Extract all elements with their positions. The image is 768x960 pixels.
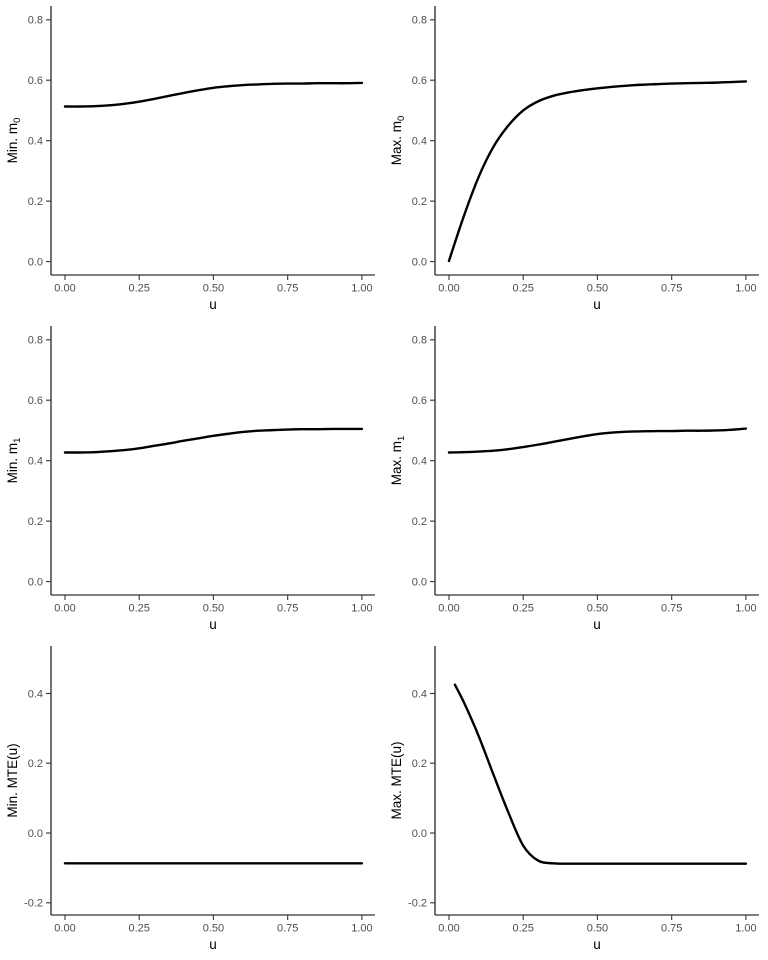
axis-lines (50, 326, 375, 596)
y-tick-label: 0.0 (412, 828, 427, 840)
x-tick-label: 0.50 (587, 603, 608, 615)
y-tick-label: 0.8 (28, 15, 43, 27)
x-tick-label: 1.00 (735, 283, 756, 295)
y-tick-label: 0.4 (28, 136, 43, 148)
y-tick-label: 0.8 (412, 335, 427, 347)
y-tick-label: 0.2 (28, 196, 43, 208)
x-tick-label: 0.50 (587, 283, 608, 295)
y-tick-label: 0.2 (28, 516, 43, 528)
y-axis-title: Min. m0 (5, 118, 23, 164)
data-curve (447, 80, 748, 263)
axis-lines (50, 6, 375, 276)
axis-lines (434, 326, 759, 596)
x-tick-label: 0.75 (277, 283, 298, 295)
axis-lines (50, 646, 375, 916)
data-curve (447, 427, 748, 454)
x-tick-label: 0.75 (661, 283, 682, 295)
x-axis-title: u (593, 937, 601, 952)
x-axis-title: u (593, 617, 601, 632)
data-curve (63, 81, 364, 108)
max-m1-chart: 0.0 0.2 0.4 0.6 0.8 0.00 0.25 0.50 0.75 1.00 u Max.… (389, 326, 759, 632)
x-tick-label: 0.75 (277, 923, 298, 935)
x-tick-label: 0.50 (587, 923, 608, 935)
y-tick-label: 0.6 (28, 395, 43, 407)
x-tick-label: 0.75 (661, 603, 682, 615)
x-tick-label: 1.00 (735, 923, 756, 935)
x-tick-label: 1.00 (735, 603, 756, 615)
x-tick-label: 1.00 (351, 283, 372, 295)
x-tick-label: 0.75 (661, 923, 682, 935)
panel-min-m1: 0.0 0.2 0.4 0.6 0.8 0.00 0.25 0.50 0.75 1.00 u Min.… (0, 320, 384, 640)
data-curve (453, 683, 748, 865)
x-axis-title: u (209, 617, 217, 632)
y-tick-label: 0.0 (28, 256, 43, 268)
x-axis-title: u (593, 297, 601, 312)
x-tick-label: 0.75 (277, 603, 298, 615)
panel-max-m1: 0.0 0.2 0.4 0.6 0.8 0.00 0.25 0.50 0.75 1.00 u Max.… (384, 320, 768, 640)
x-tick-label: 0.50 (203, 283, 224, 295)
y-tick-label: 0.4 (412, 456, 427, 468)
x-tick-label: 0.00 (438, 283, 459, 295)
y-tick-label: 0.2 (412, 516, 427, 528)
min-m1-chart: 0.0 0.2 0.4 0.6 0.8 0.00 0.25 0.50 0.75 1.00 u Min.… (5, 326, 375, 632)
x-tick-label: 0.00 (438, 603, 459, 615)
axis-lines (434, 6, 759, 276)
panel-min-mte: -0.2 0.0 0.2 0.4 0.00 0.25 0.50 0.75 1.00 u Min. M… (0, 640, 384, 960)
y-tick-label: 0.0 (28, 828, 43, 840)
data-curve (63, 427, 364, 454)
x-tick-label: 0.25 (128, 283, 149, 295)
y-tick-label: 0.8 (412, 15, 427, 27)
y-tick-label: 0.2 (28, 758, 43, 770)
y-axis-title: Max. m0 (389, 116, 407, 166)
panel-min-m0: 0.0 0.2 0.4 0.6 0.8 0.00 0.25 0.50 0.75 1.00 u Min.… (0, 0, 384, 320)
x-tick-label: 0.00 (54, 603, 75, 615)
y-axis-title: Max. m1 (389, 436, 407, 486)
y-axis-title: Max. MTE(u) (389, 741, 404, 819)
y-tick-label: 0.0 (412, 576, 427, 588)
x-tick-label: 0.50 (203, 923, 224, 935)
x-tick-label: 0.00 (54, 283, 75, 295)
axis-lines (434, 646, 759, 916)
x-tick-label: 0.00 (438, 923, 459, 935)
x-tick-label: 0.50 (203, 603, 224, 615)
panel-max-m0: 0.0 0.2 0.4 0.6 0.8 0.00 0.25 0.50 0.75 1.00 u Max.… (384, 0, 768, 320)
x-tick-label: 0.00 (54, 923, 75, 935)
x-tick-label: 1.00 (351, 923, 372, 935)
y-tick-label: -0.2 (24, 898, 43, 910)
y-tick-label: 0.2 (412, 758, 427, 770)
y-tick-label: 0.4 (28, 688, 43, 700)
y-tick-label: 0.4 (28, 456, 43, 468)
y-tick-label: 0.0 (28, 576, 43, 588)
x-axis-title: u (209, 937, 217, 952)
y-tick-label: 0.4 (412, 136, 427, 148)
panel-max-mte: -0.2 0.0 0.2 0.4 0.00 0.25 0.50 0.75 1.00 u Max. M… (384, 640, 768, 960)
y-axis-title: Min. m1 (5, 438, 23, 484)
y-tick-label: 0.6 (412, 395, 427, 407)
max-m0-chart: 0.0 0.2 0.4 0.6 0.8 0.00 0.25 0.50 0.75 1.00 u Max.… (389, 6, 759, 312)
y-tick-label: 0.8 (28, 335, 43, 347)
y-tick-label: 0.2 (412, 196, 427, 208)
y-tick-label: 0.6 (28, 75, 43, 87)
min-mte-chart: -0.2 0.0 0.2 0.4 0.00 0.25 0.50 0.75 1.00 u Min. M… (5, 646, 375, 952)
y-tick-label: 0.6 (412, 75, 427, 87)
x-tick-label: 1.00 (351, 603, 372, 615)
x-tick-label: 0.25 (512, 283, 533, 295)
y-tick-label: -0.2 (408, 898, 427, 910)
x-tick-label: 0.25 (128, 923, 149, 935)
x-tick-label: 0.25 (512, 923, 533, 935)
y-tick-label: 0.0 (412, 256, 427, 268)
min-m0-chart: 0.0 0.2 0.4 0.6 0.8 0.00 0.25 0.50 0.75 1.00 u Min.… (5, 6, 375, 312)
y-axis-title: Min. MTE(u) (5, 743, 20, 817)
y-tick-label: 0.4 (412, 688, 427, 700)
x-tick-label: 0.25 (512, 603, 533, 615)
x-axis-title: u (209, 297, 217, 312)
max-mte-chart: -0.2 0.0 0.2 0.4 0.00 0.25 0.50 0.75 1.00 u Max. M… (389, 646, 759, 952)
x-tick-label: 0.25 (128, 603, 149, 615)
